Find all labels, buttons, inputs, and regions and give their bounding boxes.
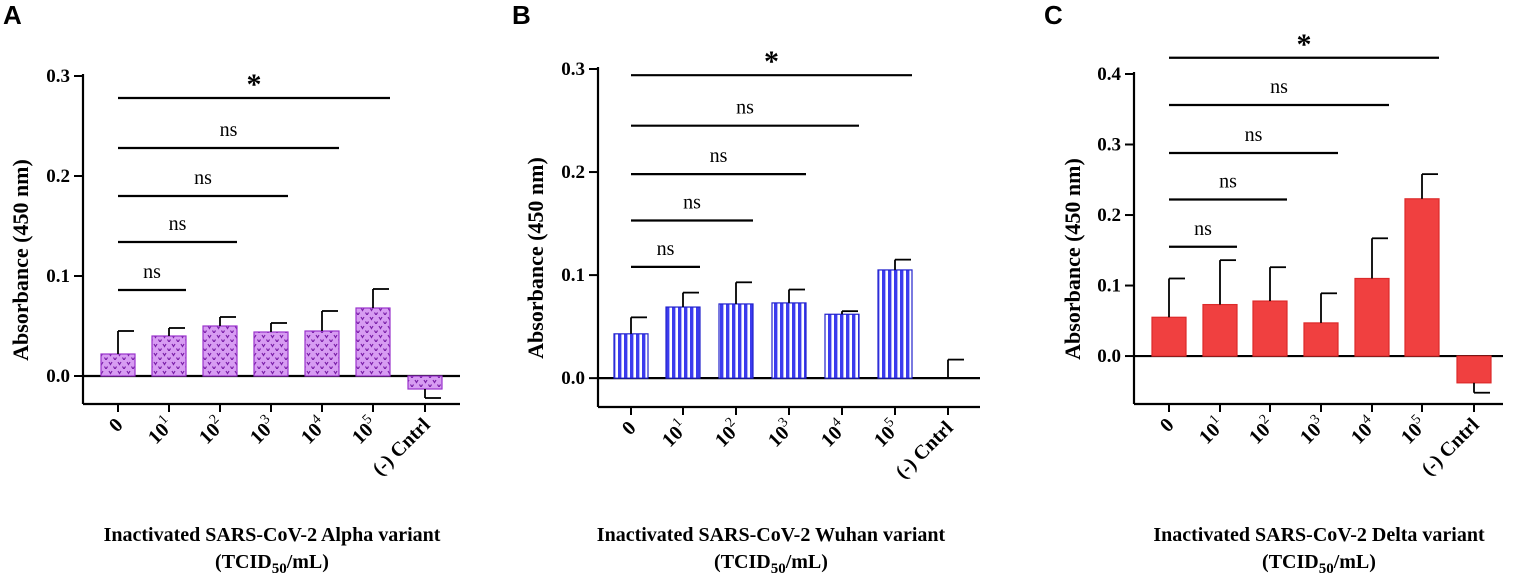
bar [1151,316,1187,357]
significance-label: ns [657,238,675,260]
bar [1303,322,1339,357]
panel-label: C [1044,0,1063,30]
y-tick-label: 0.0 [46,366,70,387]
y-tick-label: 0.3 [1097,135,1121,156]
bar [771,302,807,379]
x-tick-label: 0 [105,414,128,437]
bar [355,307,391,377]
y-tick-label: 0.0 [1097,346,1121,367]
x-tick-label: (-) Cntrl [368,414,435,481]
bar [1252,300,1288,357]
significance-label: ns [683,191,701,213]
bar [718,303,754,379]
y-tick-label: 0.3 [561,59,585,80]
bar [1404,198,1440,357]
bar [1354,277,1390,357]
x-tick-label: 105 [868,415,905,452]
y-axis-title: Absorbance (450 nm) [1060,158,1085,360]
x-tick-label: 103 [762,415,799,452]
x-tick-label: 103 [1294,412,1331,449]
significance-label: ns [194,167,212,189]
y-tick-label: 0.1 [1097,276,1121,297]
significance-label: ns [220,119,238,141]
x-axis-units: (TCID50/mL) [1262,551,1376,576]
x-tick-label: 101 [1193,412,1230,449]
bar [407,375,443,390]
y-tick-label: 0.2 [46,166,70,187]
x-tick-label: 101 [656,415,693,452]
significance-label: ns [1194,218,1212,240]
x-tick-label: 102 [193,412,230,449]
x-axis-title: Inactivated SARS-CoV-2 Alpha variant [104,524,441,546]
significance-label: ns [143,261,161,283]
x-tick-label: 102 [709,415,746,452]
panel-a: A 0.0 0.1 0.2 0.3 Absorbance (450 nm) 0 101 102 1… [3,0,460,576]
x-tick-label: 105 [1395,412,1432,449]
x-tick-label: 103 [244,412,281,449]
x-axis-units: (TCID50/mL) [215,551,329,576]
x-tick-label: 105 [346,412,383,449]
x-axis-units: (TCID50/mL) [714,551,828,576]
y-tick-label: 0.0 [561,368,585,389]
bar [304,330,340,377]
y-tick-label: 0.1 [46,266,70,287]
significance-label: ns [169,213,187,235]
bar [1456,355,1492,384]
significance-label: ns [1270,76,1288,98]
significance-star: * [1297,28,1312,61]
y-tick-label: 0.2 [1097,205,1121,226]
x-tick-label: 104 [295,412,332,449]
panel-c: C 0.0 0.1 0.2 0.3 0.4 Absorbance (450 nm) 0 101 1… [1044,0,1503,576]
x-tick-label: 0 [618,417,641,440]
bar [100,353,136,377]
x-tick-label: 104 [1345,412,1382,449]
bar [877,269,913,379]
x-tick-label: (-) Cntrl [1417,414,1484,481]
significance-label: ns [710,145,728,167]
x-tick-label: 0 [1156,414,1179,437]
x-axis-title: Inactivated SARS-CoV-2 Wuhan variant [597,524,946,546]
bar [1202,303,1238,357]
significance-label: ns [1219,171,1237,193]
bar [202,325,238,377]
y-tick-label: 0.1 [561,265,585,286]
panel-b: B 0.0 0.1 0.2 0.3 Absorbance (450 nm) 0 101 102 1… [512,0,980,576]
panel-label: B [512,0,531,30]
y-tick-label: 0.4 [1097,64,1121,85]
x-tick-label: 102 [1243,412,1280,449]
bar [151,335,187,377]
significance-star: * [764,45,779,78]
bar [613,333,649,379]
y-axis-title: Absorbance (450 nm) [523,157,548,359]
significance-label: ns [736,97,754,119]
y-tick-label: 0.2 [561,162,585,183]
x-axis-title: Inactivated SARS-CoV-2 Delta variant [1153,524,1485,546]
y-axis-title: Absorbance (450 nm) [8,159,33,361]
x-tick-label: 101 [142,412,179,449]
significance-star: * [247,68,262,101]
panel-label: A [3,0,22,30]
bar [253,331,289,377]
bar [665,306,701,379]
bar [824,313,860,379]
significance-label: ns [1245,124,1263,146]
x-tick-label: (-) Cntrl [891,417,958,484]
y-tick-label: 0.3 [46,66,70,87]
x-tick-label: 104 [815,415,852,452]
